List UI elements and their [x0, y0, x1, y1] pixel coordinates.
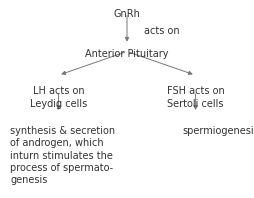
Text: acts on: acts on — [144, 26, 179, 36]
Text: LH acts on
Leydig cells: LH acts on Leydig cells — [30, 86, 87, 109]
Text: FSH acts on
Sertoli cells: FSH acts on Sertoli cells — [167, 86, 225, 109]
Text: GnRh: GnRh — [114, 9, 140, 19]
Text: spermiogenesis: spermiogenesis — [183, 126, 254, 136]
Text: synthesis & secretion
of androgen, which
inturn stimulates the
process of sperma: synthesis & secretion of androgen, which… — [10, 126, 115, 185]
Text: Anterior Pituitary: Anterior Pituitary — [85, 49, 169, 59]
